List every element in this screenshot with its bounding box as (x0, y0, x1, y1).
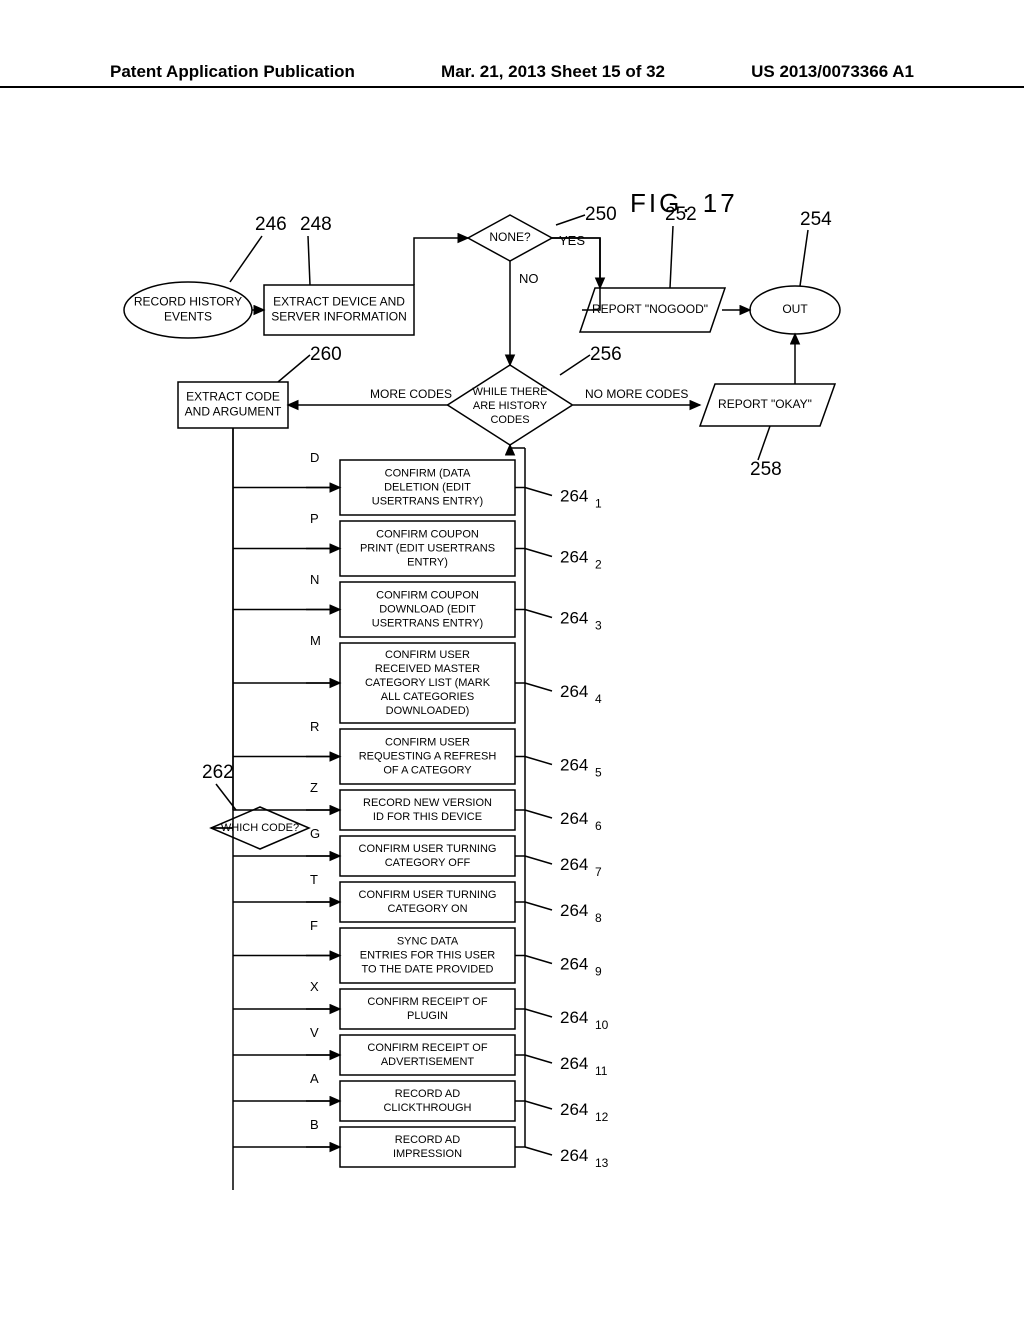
svg-text:NO: NO (519, 271, 539, 286)
svg-text:MORE CODES: MORE CODES (370, 387, 452, 401)
svg-text:CONFIRM RECEIPT OFADVERTISEMEN: CONFIRM RECEIPT OFADVERTISEMENT (367, 1042, 487, 1068)
svg-text:250: 250 (585, 204, 617, 225)
svg-text:264: 264 (560, 548, 588, 567)
svg-text:1: 1 (595, 497, 602, 511)
svg-text:M: M (310, 633, 321, 648)
svg-text:N: N (310, 572, 319, 587)
svg-text:256: 256 (590, 344, 622, 365)
svg-text:D: D (310, 450, 319, 465)
svg-text:V: V (310, 1025, 319, 1040)
svg-text:RECORD HISTORYEVENTS: RECORD HISTORYEVENTS (134, 295, 242, 324)
svg-text:264: 264 (560, 609, 588, 628)
svg-text:EXTRACT DEVICE ANDSERVER INFOR: EXTRACT DEVICE ANDSERVER INFORMATION (271, 295, 407, 324)
svg-text:248: 248 (300, 214, 332, 235)
svg-text:264: 264 (560, 487, 588, 506)
svg-text:CONFIRM RECEIPT OFPLUGIN: CONFIRM RECEIPT OFPLUGIN (367, 996, 487, 1022)
svg-text:CONFIRM USER TURNINGCATEGORY O: CONFIRM USER TURNINGCATEGORY OFF (359, 843, 497, 869)
svg-text:REPORT "NOGOOD": REPORT "NOGOOD" (592, 302, 708, 316)
svg-text:T: T (310, 872, 318, 887)
svg-text:R: R (310, 719, 319, 734)
svg-text:7: 7 (595, 865, 602, 879)
svg-text:CONFIRM USERRECEIVED MASTERCAT: CONFIRM USERRECEIVED MASTERCATEGORY LIST… (365, 649, 491, 717)
svg-text:F: F (310, 918, 318, 933)
svg-text:6: 6 (595, 819, 602, 833)
svg-text:OUT: OUT (782, 302, 808, 316)
svg-text:G: G (310, 826, 320, 841)
svg-text:RECORD ADIMPRESSION: RECORD ADIMPRESSION (393, 1134, 462, 1160)
svg-text:REPORT "OKAY": REPORT "OKAY" (718, 397, 812, 411)
svg-text:264: 264 (560, 1146, 588, 1165)
svg-text:264: 264 (560, 682, 588, 701)
flowchart-diagram: RECORD HISTORYEVENTS246EXTRACT DEVICE AN… (0, 0, 1024, 1320)
svg-text:264: 264 (560, 1054, 588, 1073)
svg-text:264: 264 (560, 855, 588, 874)
svg-text:13: 13 (595, 1156, 609, 1170)
svg-text:NO MORE CODES: NO MORE CODES (585, 387, 688, 401)
svg-text:4: 4 (595, 692, 602, 706)
svg-text:246: 246 (255, 214, 287, 235)
svg-text:11: 11 (595, 1064, 608, 1078)
svg-text:264: 264 (560, 955, 588, 974)
svg-text:12: 12 (595, 1110, 609, 1124)
svg-text:254: 254 (800, 209, 832, 230)
svg-text:B: B (310, 1117, 319, 1132)
svg-text:262: 262 (202, 762, 234, 783)
svg-text:3: 3 (595, 619, 602, 633)
svg-text:CONFIRM (DATADELETION (EDITUSE: CONFIRM (DATADELETION (EDITUSERTRANS ENT… (372, 467, 483, 507)
svg-text:258: 258 (750, 459, 782, 480)
svg-text:CONFIRM USERREQUESTING A REFRE: CONFIRM USERREQUESTING A REFRESHOF A CAT… (359, 736, 497, 776)
svg-text:264: 264 (560, 1008, 588, 1027)
svg-text:5: 5 (595, 766, 602, 780)
svg-text:9: 9 (595, 965, 602, 979)
svg-text:2: 2 (595, 558, 602, 572)
svg-text:Z: Z (310, 780, 318, 795)
svg-text:CONFIRM USER TURNINGCATEGORY O: CONFIRM USER TURNINGCATEGORY ON (359, 889, 497, 915)
svg-text:8: 8 (595, 911, 602, 925)
svg-text:A: A (310, 1071, 319, 1086)
svg-text:CONFIRM COUPONPRINT (EDIT USER: CONFIRM COUPONPRINT (EDIT USERTRANSENTRY… (360, 528, 495, 568)
svg-text:264: 264 (560, 809, 588, 828)
svg-text:10: 10 (595, 1018, 609, 1032)
svg-text:264: 264 (560, 756, 588, 775)
svg-text:YES: YES (559, 233, 585, 248)
svg-text:EXTRACT CODEAND ARGUMENT: EXTRACT CODEAND ARGUMENT (185, 390, 282, 419)
svg-text:264: 264 (560, 1100, 588, 1119)
svg-text:CONFIRM COUPONDOWNLOAD (EDITUS: CONFIRM COUPONDOWNLOAD (EDITUSERTRANS EN… (372, 589, 483, 629)
svg-text:X: X (310, 979, 319, 994)
svg-text:RECORD ADCLICKTHROUGH: RECORD ADCLICKTHROUGH (383, 1088, 471, 1114)
svg-text:252: 252 (665, 204, 697, 225)
svg-text:NONE?: NONE? (489, 230, 531, 244)
svg-text:260: 260 (310, 344, 342, 365)
svg-text:RECORD NEW VERSIONID FOR THIS: RECORD NEW VERSIONID FOR THIS DEVICE (363, 797, 492, 823)
svg-text:264: 264 (560, 901, 588, 920)
svg-text:WHILE THEREARE HISTORYCODES: WHILE THEREARE HISTORYCODES (473, 386, 548, 426)
svg-text:SYNC DATAENTRIES FOR THIS USER: SYNC DATAENTRIES FOR THIS USERTO THE DAT… (360, 935, 496, 975)
svg-text:P: P (310, 511, 319, 526)
